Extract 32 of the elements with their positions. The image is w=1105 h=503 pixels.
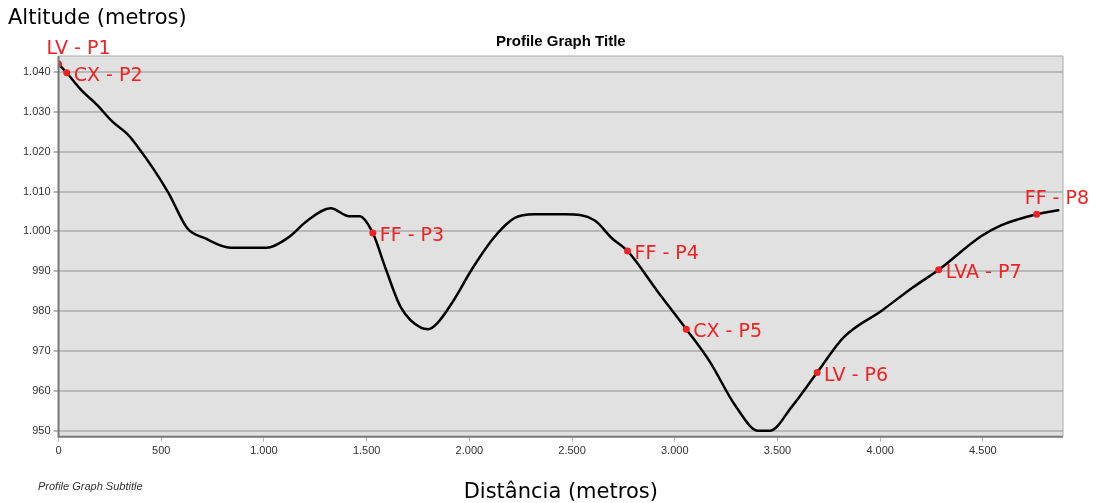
x-tick-label: 1.500 (352, 444, 381, 457)
annotation: CX - P5 (693, 319, 763, 342)
x-tick-label: 1.000 (250, 444, 278, 457)
x-tick-label: 500 (152, 444, 171, 457)
annotation: LV - P6 (824, 362, 889, 385)
y-axis-title: Altitude (metros) (8, 5, 187, 29)
annotation: FF - P8 (1024, 186, 1090, 209)
y-tick-label: 1.020 (23, 144, 51, 157)
x-tick-label: 0 (55, 444, 62, 457)
annotation: FF - P3 (379, 223, 445, 246)
chart-title: Profile Graph Title (495, 32, 626, 49)
x-tick-label: 3.000 (661, 444, 689, 457)
y-tick-label: 950 (32, 423, 51, 436)
y-tick-label: 1.000 (23, 224, 51, 237)
y-tick-label: 1.040 (23, 64, 51, 77)
text: Profile Graph Subtitle (38, 480, 143, 492)
x-tick-label: 4.000 (866, 444, 894, 457)
y-tick-label: 1.010 (23, 184, 51, 197)
x-axis-title: Distância (metros) (463, 479, 658, 503)
x-tick-label: 2.500 (558, 444, 586, 457)
x-tick-label: 4.500 (969, 444, 997, 457)
x-tick-label: 2.000 (455, 444, 484, 457)
y-tick-label: 980 (32, 304, 51, 317)
y-tick-label: 990 (32, 264, 51, 277)
annotation: LVA - P7 (945, 259, 1022, 282)
annotation: FF - P4 (634, 240, 699, 263)
x-tick-label: 3.500 (763, 444, 792, 457)
annotation: LV - P1 (46, 35, 111, 58)
y-tick-label: 970 (32, 344, 51, 357)
y-tick-label: 1.030 (23, 104, 51, 117)
annotation: CX - P2 (73, 62, 143, 85)
y-tick-label: 960 (32, 383, 51, 396)
